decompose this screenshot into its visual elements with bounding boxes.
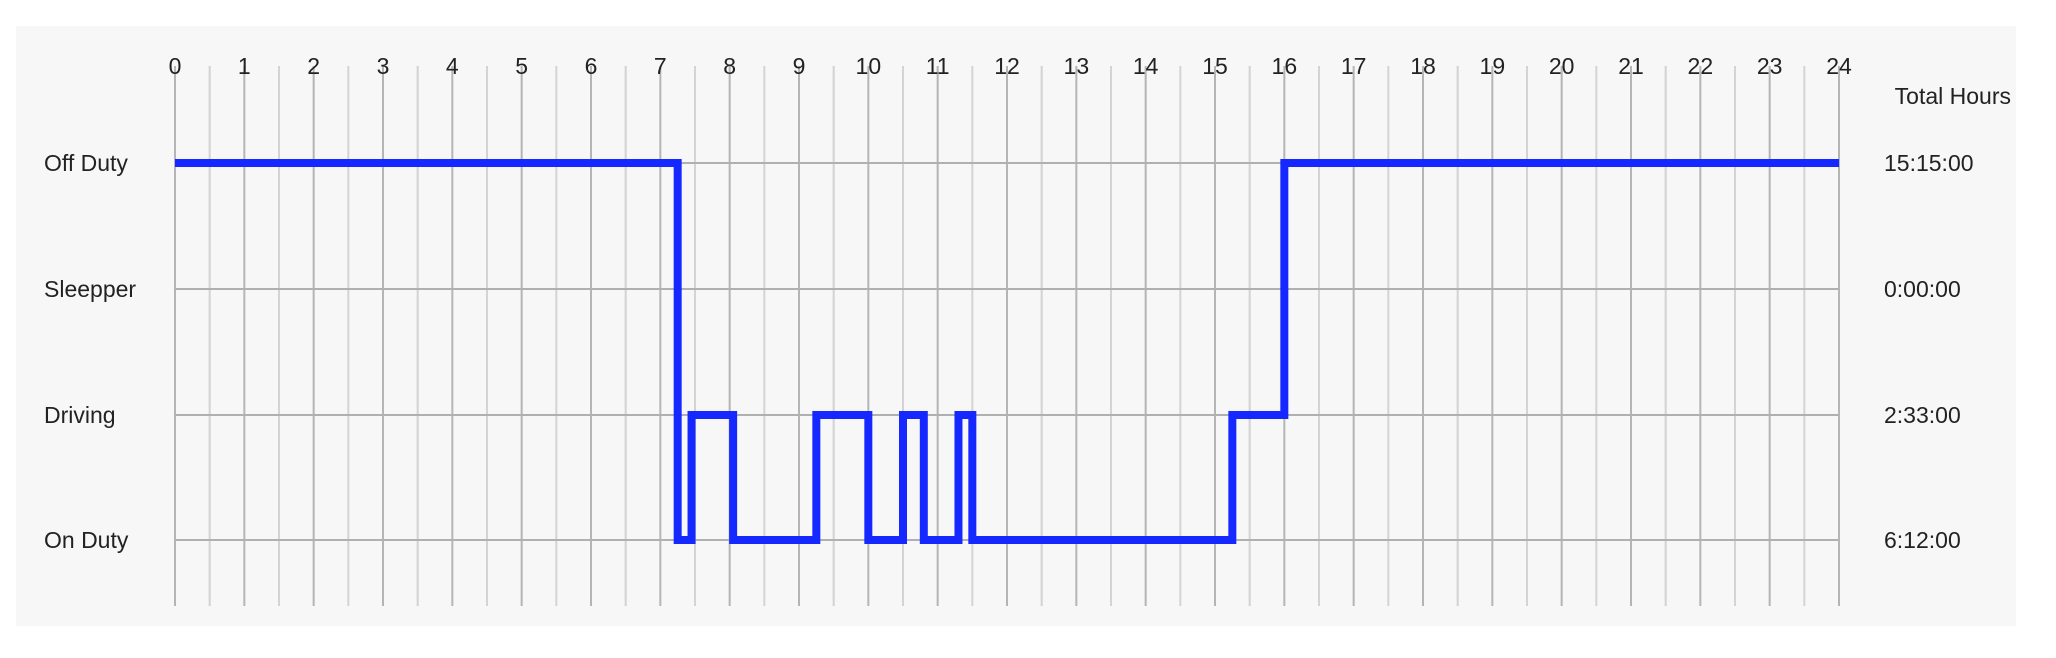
duty-line-layer bbox=[175, 159, 1839, 544]
duty-status-chart: 0 1 2 3 4 5 6 7 8 9 10 11 12 13 14 15 16 17 18 19 20 21 22 23 24… bbox=[44, 53, 2011, 606]
x-tick-label: 15 bbox=[1202, 53, 1228, 79]
x-tick-label: 17 bbox=[1341, 53, 1367, 79]
x-tick-label: 13 bbox=[1064, 53, 1090, 79]
grid-layer bbox=[174, 66, 1840, 606]
x-tick-label: 21 bbox=[1618, 53, 1644, 79]
x-tick-label: 4 bbox=[446, 53, 459, 79]
total-hours-value: 6:12:00 bbox=[1884, 527, 1961, 553]
x-tick-label: 11 bbox=[926, 53, 950, 79]
x-tick-label: 8 bbox=[723, 53, 736, 79]
total-hours-value: 15:15:00 bbox=[1884, 150, 1974, 176]
x-tick-label: 22 bbox=[1688, 53, 1714, 79]
x-tick-label: 19 bbox=[1480, 53, 1506, 79]
x-tick-label: 14 bbox=[1133, 53, 1159, 79]
status-row-label: Sleepper bbox=[44, 276, 136, 302]
x-tick-label: 7 bbox=[654, 53, 667, 79]
x-tick-label: 10 bbox=[856, 53, 882, 79]
status-row-label: On Duty bbox=[44, 527, 129, 553]
total-hours-values: 15:15:00 0:00:00 2:33:00 6:12:00 bbox=[1884, 150, 1974, 553]
x-tick-label: 23 bbox=[1757, 53, 1783, 79]
x-tick-label: 2 bbox=[307, 53, 320, 79]
status-row-label: Driving bbox=[44, 402, 116, 428]
x-tick-label: 6 bbox=[585, 53, 598, 79]
x-tick-label: 24 bbox=[1826, 53, 1852, 79]
x-tick-label: 1 bbox=[238, 53, 251, 79]
status-row-label: Off Duty bbox=[44, 150, 128, 176]
x-tick-labels: 0 1 2 3 4 5 6 7 8 9 10 11 12 13 14 15 16 17 18 19 20 21 22 23 24 bbox=[169, 53, 1852, 79]
total-hours-header: Total Hours bbox=[1895, 83, 2011, 109]
x-tick-label: 0 bbox=[169, 53, 182, 79]
x-tick-label: 5 bbox=[515, 53, 528, 79]
x-tick-label: 9 bbox=[793, 53, 806, 79]
total-hours-value: 2:33:00 bbox=[1884, 402, 1961, 428]
x-tick-label: 16 bbox=[1272, 53, 1298, 79]
duty-status-line bbox=[175, 159, 1839, 544]
status-row-labels: Off Duty Sleepper Driving On Duty bbox=[44, 150, 136, 553]
x-tick-label: 20 bbox=[1549, 53, 1575, 79]
x-tick-label: 18 bbox=[1410, 53, 1436, 79]
chart-panel: 0 1 2 3 4 5 6 7 8 9 10 11 12 13 14 15 16 17 18 19 20 21 22 23 24… bbox=[16, 26, 2016, 626]
total-hours-value: 0:00:00 bbox=[1884, 276, 1961, 302]
x-tick-label: 12 bbox=[994, 53, 1020, 79]
x-tick-label: 3 bbox=[377, 53, 390, 79]
